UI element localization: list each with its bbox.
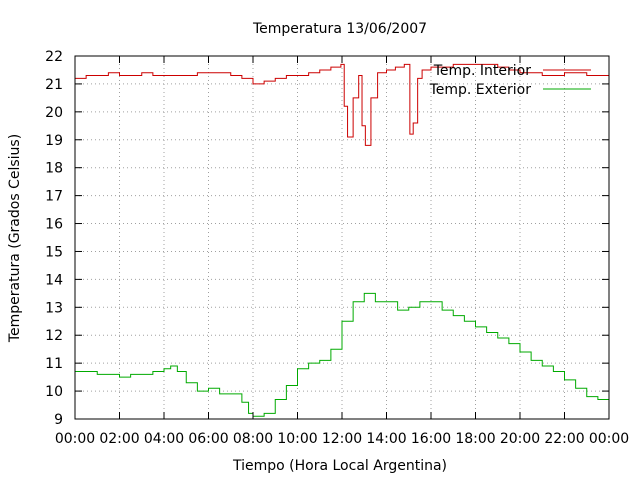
x-tick-label: 22:00 [544, 431, 584, 447]
y-tick-label: 12 [45, 328, 63, 344]
y-tick-label: 16 [45, 217, 63, 233]
x-tick-labels: 00:00 02:00 04:00 06:00 08:00 10:00 12:00 14:00… [55, 431, 629, 447]
y-tick-label: 11 [45, 356, 63, 372]
y-tick-label: 13 [45, 300, 63, 316]
y-tick-label: 22 [45, 49, 63, 65]
legend-label-temp-exterior: Temp. Exterior [429, 82, 532, 98]
legend: Temp. Interior Temp. Exterior [429, 63, 591, 98]
series-line-temp-interior [75, 63, 609, 146]
y-tick-label: 15 [45, 244, 63, 260]
y-tick-label: 14 [45, 272, 63, 288]
x-tick-label: 06:00 [188, 431, 228, 447]
x-tick-label: 12:00 [322, 431, 362, 447]
x-tick-label: 14:00 [366, 431, 406, 447]
y-tick-label: 10 [45, 384, 63, 400]
axis-ticks [74, 55, 610, 420]
x-tick-label: 00:00 [55, 431, 95, 447]
legend-label-temp-interior: Temp. Interior [433, 63, 532, 79]
x-tick-label: 04:00 [144, 431, 184, 447]
series-line-temp-exterior [75, 292, 610, 417]
x-tick-label: 18:00 [455, 431, 495, 447]
y-tick-label: 20 [45, 105, 63, 121]
chart-title: Temperatura 13/06/2007 [252, 21, 427, 37]
y-tick-label: 17 [45, 189, 63, 205]
x-tick-label: 08:00 [233, 431, 273, 447]
x-tick-label: 00:00 [589, 431, 629, 447]
y-tick-labels: 9 10 11 12 13 14 15 16 17 18 19 20 21 22 [45, 49, 63, 428]
x-axis-label: Tiempo (Hora Local Argentina) [232, 458, 447, 474]
y-tick-label: 19 [45, 133, 63, 149]
grid-lines [75, 56, 609, 419]
x-tick-label: 02:00 [99, 431, 139, 447]
y-tick-label: 9 [54, 412, 63, 428]
x-tick-label: 20:00 [500, 431, 540, 447]
x-tick-label: 10:00 [277, 431, 317, 447]
series-layer [75, 63, 610, 417]
y-tick-label: 21 [45, 77, 63, 93]
x-tick-label: 16:00 [411, 431, 451, 447]
y-tick-label: 18 [45, 161, 63, 177]
y-axis-label: Temperatura (Grados Celsius) [7, 134, 23, 343]
